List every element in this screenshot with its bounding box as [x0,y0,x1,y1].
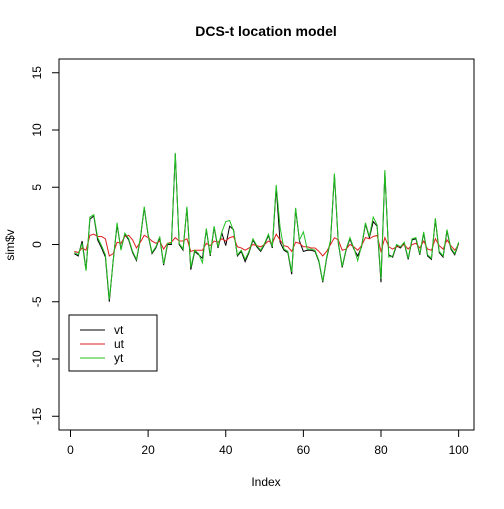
series-lines [74,152,460,302]
y-axis: -15 -10 -5 0 5 10 15 [30,66,60,425]
y-tick-label: -5 [30,296,44,307]
legend-label-yt: yt [114,351,124,365]
x-tick-label: 60 [297,443,311,457]
x-tick-label: 0 [67,443,74,457]
y-tick-label: 10 [30,123,44,137]
y-tick-label: 0 [30,241,44,248]
chart-title: DCS-t location model [195,23,337,39]
y-tick-label: 15 [30,66,44,80]
x-axis-label: Index [251,475,280,489]
legend-label-vt: vt [114,323,124,337]
x-tick-label: 40 [219,443,233,457]
y-axis-label: sim$v [3,229,17,260]
x-tick-label: 100 [449,443,469,457]
y-tick-label: 5 [30,184,44,191]
y-tick-label: -10 [30,350,44,368]
x-axis: 0 20 40 60 80 100 [67,429,469,457]
x-tick-label: 20 [141,443,155,457]
legend-box [68,314,158,372]
series-line-vt [74,154,460,302]
legend-label-ut: ut [114,337,125,351]
y-tick-label: -15 [30,407,44,425]
series-line-ut [74,233,460,257]
x-tick-label: 80 [374,443,388,457]
series-line-yt [74,152,460,300]
